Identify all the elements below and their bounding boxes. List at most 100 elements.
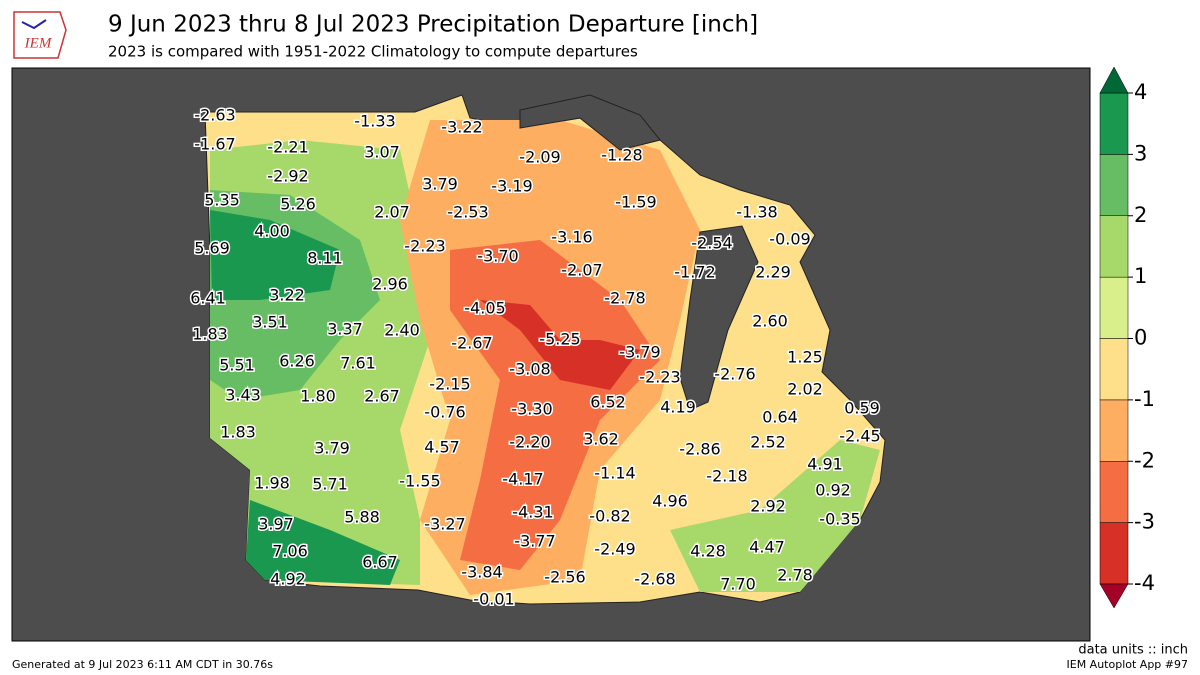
station-label: 2.02 xyxy=(787,380,823,399)
station-label: -3.19 xyxy=(491,177,532,196)
station-label: 6.67 xyxy=(362,553,398,572)
station-label: -3.84 xyxy=(461,563,502,582)
wet-south xyxy=(246,500,400,585)
station-label: 3.79 xyxy=(314,439,350,458)
colorbar-bin xyxy=(1099,338,1129,401)
station-label: -2.63 xyxy=(194,106,235,125)
station-label: -3.79 xyxy=(619,343,660,362)
station-label: 5.69 xyxy=(194,239,230,258)
station-label: -3.27 xyxy=(424,515,465,534)
station-label: -2.53 xyxy=(447,203,488,222)
colorbar-tick-label: 3 xyxy=(1134,141,1147,165)
station-label: -2.49 xyxy=(594,540,635,559)
station-label: 2.60 xyxy=(752,312,788,331)
station-label: -3.77 xyxy=(514,532,555,551)
station-label: -2.15 xyxy=(429,375,470,394)
station-label: 3.62 xyxy=(583,430,619,449)
station-label: -2.76 xyxy=(714,365,755,384)
colorbar-bin xyxy=(1099,461,1129,523)
station-label: -0.09 xyxy=(769,230,810,249)
colorbar-tick-label: -4 xyxy=(1134,571,1155,595)
station-label: -2.09 xyxy=(519,148,560,167)
colorbar-tick-label: 1 xyxy=(1134,264,1147,288)
station-label: 1.83 xyxy=(220,423,256,442)
station-label: -4.17 xyxy=(502,470,543,489)
station-label: 6.41 xyxy=(190,289,226,308)
lake-superior xyxy=(519,94,661,151)
station-label: -2.21 xyxy=(267,138,308,157)
colorbar-bin xyxy=(1099,215,1129,278)
station-label: -0.01 xyxy=(473,590,514,609)
station-label: -1.33 xyxy=(354,112,395,131)
colorbar-tick-label: -1 xyxy=(1134,387,1155,411)
station-label: 1.98 xyxy=(254,474,290,493)
station-labels: -2.63 -1.33 -3.22 -1.67 -2.21 3.07 -2.09 -1.28 -… xyxy=(189,104,883,610)
station-label: 2.92 xyxy=(750,497,786,516)
station-label: 1.83 xyxy=(192,325,228,344)
colorbar-tick-label: -3 xyxy=(1134,510,1155,534)
station-label: 4.57 xyxy=(424,438,460,457)
station-label: -3.16 xyxy=(551,228,592,247)
station-label: -2.86 xyxy=(679,440,720,459)
station-label: 4.28 xyxy=(690,542,726,561)
station-label: 7.06 xyxy=(272,542,308,561)
colorbar-tick-label: 4 xyxy=(1134,80,1147,104)
units-note: data units :: inch xyxy=(1078,643,1188,658)
station-label: -1.59 xyxy=(615,193,656,212)
station-label: 6.26 xyxy=(279,352,315,371)
subtitle: 2023 is compared with 1951-2022 Climatol… xyxy=(108,43,638,61)
station-label: 5.88 xyxy=(344,508,380,527)
station-label: 7.61 xyxy=(340,354,376,373)
station-label: 7.70 xyxy=(720,575,756,594)
wet-east xyxy=(670,440,880,592)
dry-max xyxy=(480,300,640,390)
station-label: 5.35 xyxy=(204,191,240,210)
station-label: -4.05 xyxy=(464,299,505,318)
station-label: 2.40 xyxy=(384,321,420,340)
station-label: -3.70 xyxy=(477,247,518,266)
station-label: -2.67 xyxy=(451,334,492,353)
station-label: -2.07 xyxy=(561,261,602,280)
station-label: 0.59 xyxy=(844,399,880,418)
colorbar-tick-label: -2 xyxy=(1134,448,1155,472)
dry-core xyxy=(450,240,660,570)
station-label: 4.47 xyxy=(749,538,785,557)
station-label: -2.78 xyxy=(604,289,645,308)
map xyxy=(204,94,886,605)
station-label: 4.00 xyxy=(254,222,290,241)
station-label: -2.20 xyxy=(509,433,550,452)
station-label: -0.76 xyxy=(424,403,465,422)
station-label: 3.43 xyxy=(225,386,261,405)
station-label: 1.80 xyxy=(300,387,336,406)
station-label: -1.72 xyxy=(674,263,715,282)
title: 9 Jun 2023 thru 8 Jul 2023 Precipitation… xyxy=(108,12,758,38)
colorbar: -4 -3 -2 -1 0 1 2 3 4 xyxy=(1099,66,1155,609)
station-label: -4.31 xyxy=(512,503,553,522)
station-label: 4.19 xyxy=(660,398,696,417)
station-label: 0.64 xyxy=(762,408,798,427)
station-label: 2.52 xyxy=(750,433,786,452)
station-label: -5.25 xyxy=(539,330,580,349)
colorbar-over xyxy=(1099,66,1129,94)
station-label: -0.35 xyxy=(819,510,860,529)
station-label: -2.23 xyxy=(404,237,445,256)
station-label: -1.14 xyxy=(594,464,635,483)
station-label: 5.71 xyxy=(312,475,348,494)
station-label: 2.78 xyxy=(777,566,813,585)
station-label: -2.18 xyxy=(706,467,747,486)
station-label: 3.51 xyxy=(252,313,288,332)
lake-michigan xyxy=(679,225,759,411)
station-label: -2.54 xyxy=(691,234,732,253)
station-label: 6.52 xyxy=(590,393,626,412)
station-label: 0.92 xyxy=(815,481,851,500)
station-label: 3.07 xyxy=(364,143,400,162)
logo: IEM xyxy=(13,11,67,59)
station-label: -1.67 xyxy=(194,135,235,154)
station-label: 4.91 xyxy=(807,455,843,474)
station-label: 1.25 xyxy=(787,348,823,367)
colorbar-tick-label: 2 xyxy=(1134,203,1147,227)
station-label: -1.38 xyxy=(736,203,777,222)
colorbar-bin xyxy=(1099,276,1129,339)
colorbar-bin xyxy=(1099,92,1129,155)
